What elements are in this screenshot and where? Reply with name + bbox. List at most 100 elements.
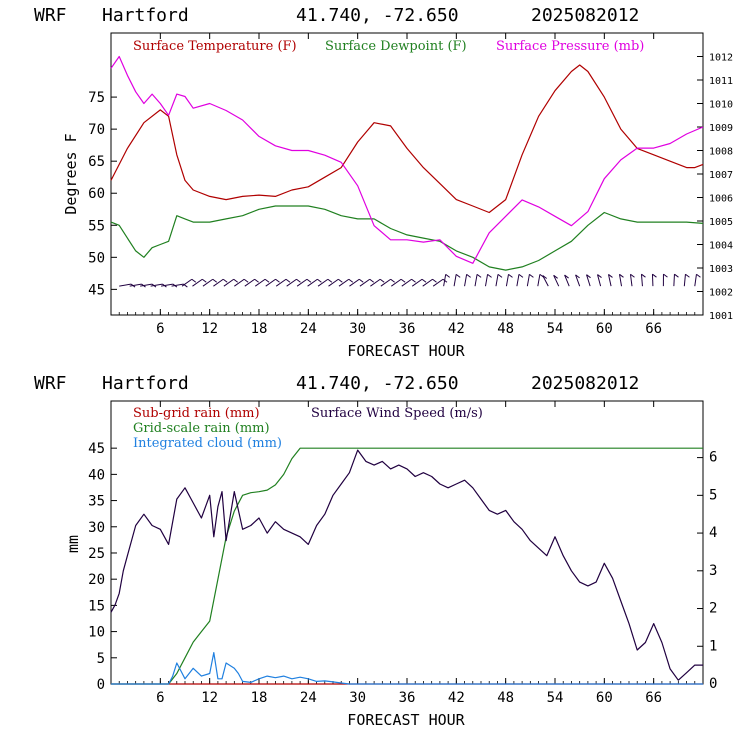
temperature-panel: 6 12 18 24 30 36 42 48 54 60 66 45 50 55 60 65 70 75 100…: [88, 32, 733, 337]
wind-barb-flag: [432, 278, 437, 283]
wind-barb-flag: [264, 278, 270, 283]
y2-tick-label: 6: [709, 450, 717, 466]
wind-barb-flag: [553, 274, 558, 279]
wind-barb: [542, 275, 549, 287]
panel2-x-ticks: 6 12 18 24 30 36 42 48 54 60 66: [118, 401, 696, 706]
panel2-y-axis-label: mm: [64, 535, 82, 553]
wind-barb-flag: [663, 273, 668, 278]
x-tick-label: 60: [596, 690, 613, 706]
wind-barb-flag: [652, 273, 657, 278]
wind-barb-flag: [575, 274, 580, 279]
wind-barb: [553, 275, 560, 287]
x-tick-label: 36: [399, 690, 416, 706]
wind-barb-flag: [306, 278, 312, 283]
y2-tick-label: 5: [709, 487, 717, 503]
wind-barb: [537, 274, 541, 287]
panel2-coords: 41.740, -72.650: [296, 373, 459, 394]
wind-barb: [391, 278, 402, 287]
wind-barb: [484, 274, 489, 287]
wind-barb-flag: [497, 273, 503, 278]
y2-tick-label: 3: [709, 563, 717, 579]
x-tick-label: 54: [547, 690, 564, 706]
x-tick-label: 42: [448, 690, 465, 706]
y-tick-label: 20: [88, 572, 105, 588]
wind-barb-flag: [564, 274, 569, 279]
wind-barb: [119, 283, 132, 287]
wind-barb-flag: [641, 273, 646, 278]
y2-tick-label: 2: [709, 601, 717, 617]
wind-barb-flag: [400, 278, 406, 283]
x-tick-label: 24: [300, 690, 317, 706]
wind-barb-flag: [327, 278, 333, 283]
wind-barb-flag: [296, 278, 301, 283]
legend-surface-pressure: Surface Pressure (mb): [496, 39, 644, 54]
wind-barb: [286, 278, 297, 287]
legend-surface-temperature: Surface Temperature (F): [133, 39, 297, 54]
wind-barb-flag: [222, 278, 228, 283]
wind-barb-flag: [379, 278, 385, 283]
wind-barb: [411, 278, 423, 287]
x-tick-label: 36: [399, 321, 416, 337]
wind-barb: [564, 274, 570, 287]
wind-barb-flag: [317, 278, 322, 283]
wind-barb: [265, 278, 276, 287]
wind-barb: [575, 274, 581, 287]
series-line-grid-scale-rain-mm: [111, 447, 703, 685]
x-tick-label: 6: [156, 690, 164, 706]
y-tick-label: 50: [88, 250, 105, 266]
wind-barb-flag: [542, 275, 548, 279]
y2-tick-label: 1012: [709, 53, 733, 64]
panel2-series: [110, 447, 703, 685]
panel2-init-time: 2025082012: [531, 373, 639, 394]
wind-barb: [694, 274, 697, 287]
y-tick-label: 25: [88, 546, 105, 562]
wind-barb-flag: [411, 278, 416, 283]
panel2-y2-ticks: 0 1 2 3 4 5 6: [697, 450, 717, 692]
y-tick-label: 30: [88, 520, 105, 536]
wind-barb: [380, 278, 391, 287]
panel1-station: Hartford: [102, 5, 189, 26]
wind-barb-flag: [338, 278, 343, 283]
panel1-model: WRF: [34, 5, 67, 26]
wind-barb-flag: [285, 278, 291, 283]
wind-barb: [683, 274, 686, 287]
wind-barb-flag: [608, 274, 613, 278]
wind-barb: [192, 278, 203, 287]
x-tick-label: 42: [448, 321, 465, 337]
y-tick-label: 70: [88, 122, 105, 138]
y-tick-label: 65: [88, 154, 105, 170]
wind-barb: [150, 283, 163, 287]
wind-barb-flag: [254, 278, 259, 283]
y2-tick-label: 0: [709, 676, 717, 692]
panel1-series: [110, 55, 704, 271]
x-tick-label: 48: [497, 321, 514, 337]
legend-surface-wind-speed: Surface Wind Speed (m/s): [311, 406, 483, 421]
wind-barb: [328, 278, 339, 287]
wind-barb-flag: [421, 278, 427, 283]
wind-barb: [443, 274, 447, 287]
wind-barb-flag: [233, 278, 238, 283]
wind-barb: [422, 278, 433, 287]
x-tick-label: 24: [300, 321, 317, 337]
wind-barb: [401, 278, 412, 287]
y-tick-label: 5: [97, 651, 105, 667]
wind-barb: [359, 278, 371, 287]
wind-barb: [370, 278, 381, 287]
wind-barb-flag: [630, 273, 635, 278]
wind-barb-flag: [529, 273, 534, 278]
panel1-y-axis-label: Degrees F: [62, 133, 80, 214]
y2-tick-label: 1001: [709, 311, 733, 322]
y2-tick-label: 1002: [709, 288, 733, 299]
wind-barb: [505, 274, 509, 287]
legend-grid-scale-rain: Grid-scale rain (mm): [133, 421, 270, 436]
series-line-surface-temperature-f: [110, 64, 704, 214]
wind-barb: [640, 274, 643, 287]
y2-tick-label: 1006: [709, 194, 733, 205]
y2-tick-label: 1010: [709, 100, 733, 111]
y-tick-label: 40: [88, 467, 105, 483]
wind-barb-flag: [597, 274, 602, 278]
panel2-model: WRF: [34, 373, 67, 394]
panel1-init-time: 2025082012: [531, 5, 639, 26]
wind-barb-flag: [508, 273, 513, 278]
wind-barb-flag: [358, 278, 364, 283]
